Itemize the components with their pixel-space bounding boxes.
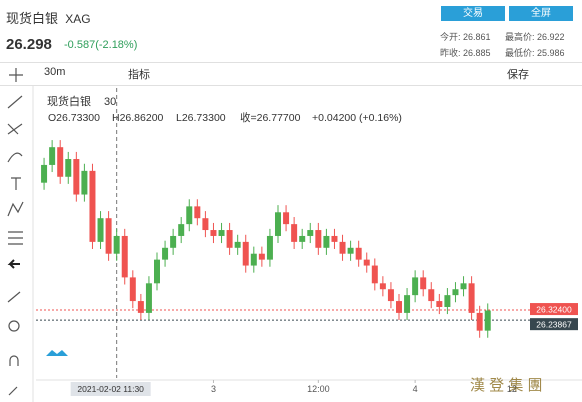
candle-body <box>444 295 451 307</box>
candle-body <box>178 224 185 236</box>
legend-high: H26.86200 <box>112 112 164 124</box>
fullscreen-button[interactable]: 全屏 <box>509 6 573 21</box>
candle-body <box>396 301 402 313</box>
candle-body <box>121 235 128 278</box>
candle-body <box>65 159 72 177</box>
interval[interactable]: 30m <box>44 66 66 78</box>
name: 现货白银 <box>6 11 59 26</box>
candle-body <box>371 265 378 284</box>
candle-body <box>460 283 467 290</box>
candle-body <box>387 289 394 302</box>
stat-label: 最低价: <box>505 48 535 58</box>
price-label: 26.23867 <box>536 320 572 330</box>
candle-body <box>73 159 80 195</box>
candle-body <box>363 259 370 266</box>
legend-interval: 30 <box>104 96 116 108</box>
stat-label: 今开: <box>440 32 461 42</box>
watermark: 漢 登 集 團 <box>470 377 543 394</box>
candle-body <box>420 277 427 290</box>
candle-body <box>242 241 249 266</box>
candle-body <box>145 283 152 313</box>
stat-label: 最高价: <box>505 32 535 42</box>
change: -0.587(-2.18%) <box>64 39 138 51</box>
candle-body <box>275 212 281 236</box>
candle-body <box>428 289 435 302</box>
symbol-name: 现货白银 XAG <box>6 8 91 27</box>
candle-body <box>41 164 48 183</box>
trade-button[interactable]: 交易 <box>441 6 505 21</box>
x-tick-label: 12:00 <box>307 384 330 394</box>
candle-body <box>210 230 217 236</box>
x-tick-label: 3 <box>211 384 216 394</box>
symbol: XAG <box>65 12 91 26</box>
candle-body <box>307 230 314 236</box>
candle-body <box>484 310 491 331</box>
price-label: 26.32400 <box>536 305 572 315</box>
toolbar <box>0 62 582 86</box>
candle-body <box>299 235 306 242</box>
candle-body <box>476 312 483 331</box>
candle-body <box>283 212 290 225</box>
candle-body <box>137 301 144 313</box>
candle-body <box>49 147 56 165</box>
candle-body <box>266 235 273 260</box>
candle-body <box>129 277 136 302</box>
candle-body <box>452 289 459 296</box>
candle-body <box>113 235 120 254</box>
logo <box>46 350 68 356</box>
candle-body <box>412 277 419 296</box>
candle-body <box>468 283 475 313</box>
candle-body <box>250 253 257 266</box>
candle-body <box>194 206 201 219</box>
legend-close: 收=26.77700 <box>240 111 301 124</box>
candle-body <box>170 235 177 248</box>
stat-label: 昨收: <box>440 48 461 58</box>
candle-body <box>355 247 362 260</box>
candle-body <box>436 301 443 307</box>
candle-body <box>186 206 193 225</box>
x-tick-label: 4 <box>413 384 418 394</box>
stat-value: 26.861 <box>463 32 491 42</box>
legend-open: O26.73300 <box>48 112 100 124</box>
candle-body <box>234 241 241 248</box>
crosshair-label-bg <box>70 382 151 396</box>
candle-body <box>323 235 330 248</box>
indicator[interactable]: 指标 <box>128 69 150 81</box>
candle-body <box>154 259 160 284</box>
candle-body <box>162 247 169 260</box>
crosshair-label: 2021-02-02 11:30 <box>77 384 144 394</box>
candle-body <box>97 218 104 242</box>
left-tools <box>7 68 24 396</box>
candle-body <box>105 218 112 254</box>
legend-name: 现货白银 <box>47 94 91 108</box>
stat-value: 26.922 <box>537 32 565 42</box>
candle-body <box>291 224 298 242</box>
price-label-bg <box>530 303 578 316</box>
price: 26.298 <box>6 36 52 53</box>
stat-value: 25.986 <box>537 48 565 58</box>
candle-body <box>339 241 346 254</box>
price-label-bg <box>530 318 578 331</box>
candle-body <box>258 253 265 260</box>
candle-body <box>57 147 64 177</box>
x-tick-label: 12 <box>507 384 517 394</box>
legend-change: +0.04200 (+0.16%) <box>312 112 402 124</box>
candle-body <box>331 235 338 242</box>
candle-body <box>404 295 411 313</box>
candle-body <box>218 230 225 236</box>
candle-body <box>226 230 233 248</box>
candle-body <box>379 283 386 290</box>
candle-body <box>315 230 322 248</box>
candle-body <box>89 170 96 242</box>
legend-low: L26.73300 <box>176 112 226 124</box>
candle-body <box>202 218 209 231</box>
candle-body <box>347 247 354 254</box>
stat-value: 26.885 <box>463 48 491 58</box>
save[interactable]: 保存 <box>507 69 529 81</box>
candle-body <box>81 170 88 195</box>
